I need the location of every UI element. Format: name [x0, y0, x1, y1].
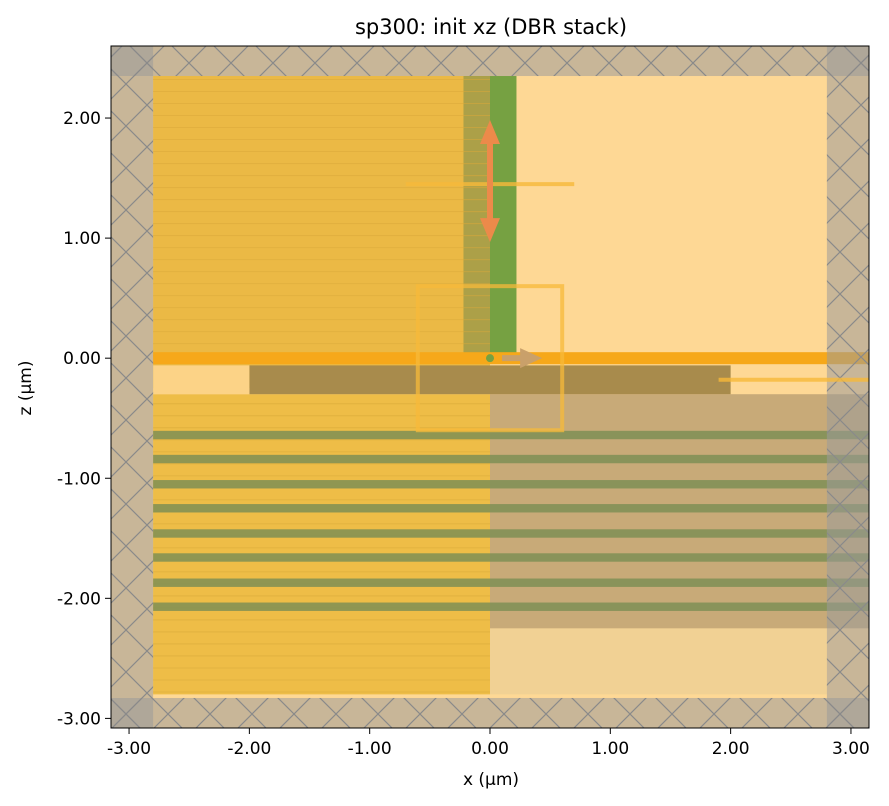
y-axis: -3.00 -2.00 -1.00 0.00 1.00 2.00: [57, 109, 111, 729]
x-axis-label: x (μm): [463, 770, 519, 790]
plot-area: [111, 46, 869, 728]
x-axis: -3.00 -2.00 -1.00 0.00 1.00 2.00 3.00: [107, 728, 870, 759]
region-upper-left-substrate: [153, 76, 490, 389]
polarization-arrow-head-down: [480, 218, 500, 243]
region-upper-left-cap-layer: [153, 365, 250, 395]
y-axis-label: z (μm): [16, 361, 36, 416]
pml-top-hatch: [111, 46, 869, 77]
chart-title: sp300: init xz (DBR stack): [355, 15, 627, 39]
x-tick-label: -3.00: [107, 739, 151, 759]
monitor-box: [415, 284, 565, 433]
x-tick-label: 2.00: [712, 739, 750, 759]
pml-left-hatch: [111, 46, 154, 728]
y-tick-label: 1.00: [63, 229, 101, 249]
region-lower-right-region: [490, 628, 827, 695]
region-olive-waveguide-part: [463, 76, 490, 359]
x-tick-label: 3.00: [832, 739, 870, 759]
direction-arrow-head: [520, 348, 543, 369]
source-origin: [486, 354, 494, 363]
x-tick-label: 1.00: [591, 739, 629, 759]
region-dark-cap-layer: [249, 365, 731, 395]
dbr-layer-1: [153, 480, 869, 489]
dbr-layer-pair-0: [153, 454, 869, 464]
x-tick-label: 0.00: [471, 739, 509, 759]
y-tick-label: -3.00: [57, 709, 101, 729]
pml-bottom-hatch: [111, 697, 869, 728]
pml-right-hatch: [826, 46, 869, 728]
y-tick-label: 0.00: [63, 349, 101, 369]
x-tick-label: -2.00: [227, 739, 271, 759]
dbr-layer-pair-2: [153, 553, 869, 562]
dbr-layer-3: [153, 578, 869, 587]
dbr-layer-pair-1: [153, 504, 869, 513]
dbr-layer-pair-3: [153, 602, 869, 611]
polarization-arrow-head-up: [480, 120, 500, 145]
y-tick-label: -2.00: [57, 589, 101, 609]
region-lower-left-substrate: [153, 394, 490, 695]
x-tick-label: -1.00: [348, 739, 392, 759]
y-tick-label: 2.00: [63, 109, 101, 129]
y-tick-label: -1.00: [57, 469, 101, 489]
dbr-layer-0: [153, 430, 869, 440]
dbr-layer-2: [153, 529, 869, 538]
